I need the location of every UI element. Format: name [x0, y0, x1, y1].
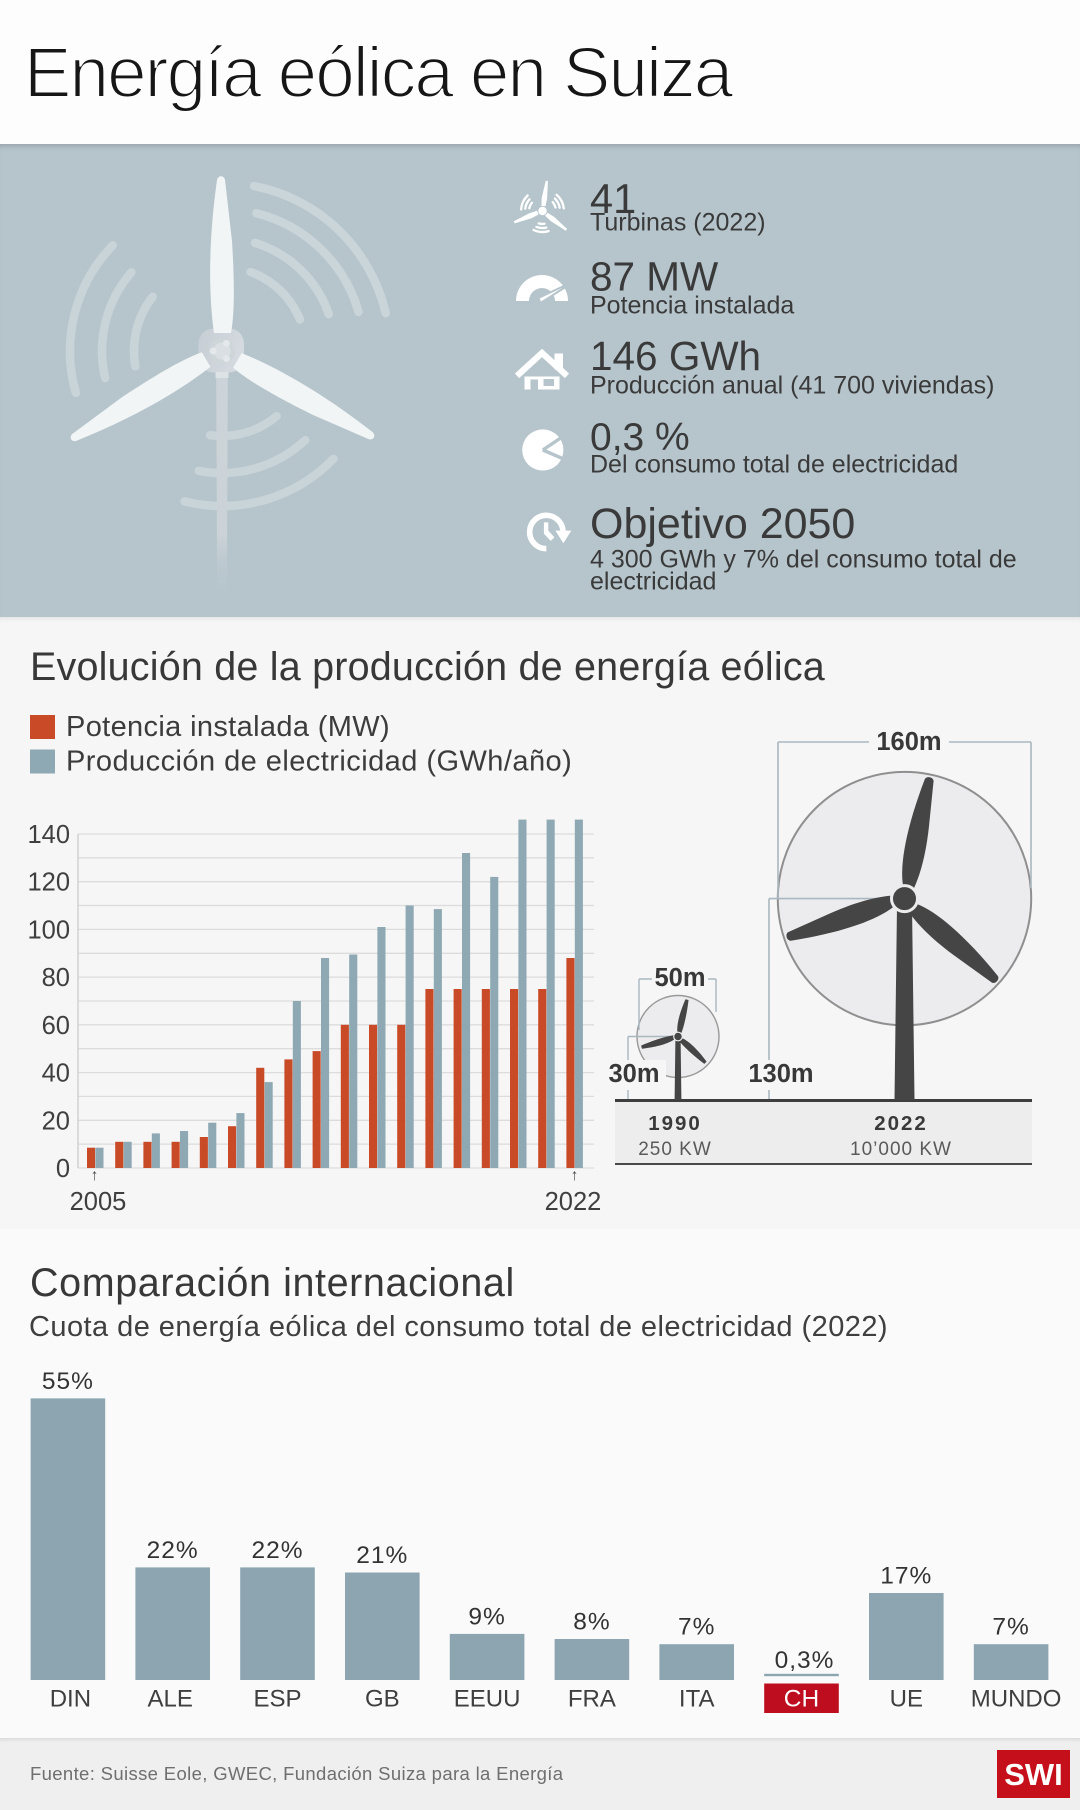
svg-text:Objetivo 2050: Objetivo 2050 [590, 500, 855, 548]
svg-text:17%: 17% [880, 1562, 932, 1589]
svg-text:Cuota de energía eólica del co: Cuota de energía eólica del consumo tota… [29, 1311, 888, 1343]
svg-text:1990: 1990 [648, 1112, 702, 1135]
svg-text:Producción anual (41 700 vivie: Producción anual (41 700 viviendas) [590, 372, 994, 400]
svg-text:50m: 50m [654, 964, 705, 992]
svg-text:FRA: FRA [568, 1686, 616, 1713]
svg-text:Potencia instalada (MW): Potencia instalada (MW) [66, 711, 390, 743]
svg-text:20: 20 [42, 1107, 70, 1135]
svg-text:2022: 2022 [545, 1188, 602, 1216]
svg-text:41: 41 [590, 175, 636, 222]
svg-text:120: 120 [27, 869, 70, 897]
svg-text:2005: 2005 [70, 1188, 127, 1216]
svg-text:40: 40 [42, 1060, 70, 1088]
svg-text:GB: GB [365, 1686, 400, 1713]
svg-text:SWI: SWI [1004, 1757, 1063, 1792]
svg-text:100: 100 [27, 916, 70, 944]
svg-text:130m: 130m [748, 1060, 813, 1088]
svg-text:21%: 21% [356, 1542, 408, 1569]
svg-text:7%: 7% [678, 1614, 715, 1641]
svg-text:22%: 22% [251, 1537, 303, 1564]
svg-text:0,3%: 0,3% [775, 1647, 835, 1674]
svg-text:87 MW: 87 MW [590, 254, 719, 300]
svg-text:Del consumo total de electrici: Del consumo total de electricidad [590, 451, 958, 479]
svg-text:ALE: ALE [148, 1686, 193, 1713]
svg-text:Potencia instalada: Potencia instalada [590, 292, 794, 320]
svg-text:146 GWh: 146 GWh [590, 333, 761, 379]
svg-text:EEUU: EEUU [454, 1686, 521, 1713]
svg-text:ESP: ESP [253, 1686, 301, 1713]
svg-text:Fuente: Suisse Eole, GWEC, Fun: Fuente: Suisse Eole, GWEC, Fundación Sui… [30, 1763, 564, 1784]
svg-text:Evolución de la producción de: Evolución de la producción de energía eó… [30, 645, 825, 689]
svg-text:140: 140 [27, 821, 70, 849]
svg-text:electricidad: electricidad [590, 568, 716, 596]
svg-text:9%: 9% [468, 1603, 505, 1630]
svg-text:250 KW: 250 KW [638, 1139, 712, 1160]
svg-text:55%: 55% [42, 1368, 94, 1395]
svg-text:↑: ↑ [91, 1167, 99, 1184]
svg-text:0,3 %: 0,3 % [590, 416, 690, 459]
svg-text:CH: CH [784, 1686, 819, 1713]
svg-text:80: 80 [42, 964, 70, 992]
svg-text:160m: 160m [876, 728, 941, 756]
svg-text:UE: UE [890, 1686, 923, 1713]
svg-text:Producción de electricidad (GW: Producción de electricidad (GWh/año) [66, 746, 572, 778]
svg-text:4 300 GWh y 7% del consumo tot: 4 300 GWh y 7% del consumo total de [590, 546, 1017, 574]
svg-text:30m: 30m [608, 1060, 659, 1088]
svg-text:7%: 7% [992, 1614, 1029, 1641]
svg-text:MUNDO: MUNDO [971, 1686, 1062, 1713]
svg-text:DIN: DIN [50, 1686, 91, 1713]
svg-text:Comparación internacional: Comparación internacional [30, 1261, 515, 1305]
svg-text:60: 60 [42, 1012, 70, 1040]
svg-text:0: 0 [56, 1155, 70, 1183]
svg-text:2022: 2022 [874, 1112, 928, 1135]
svg-text:Turbinas (2022): Turbinas (2022) [590, 209, 766, 237]
svg-text:↑: ↑ [571, 1167, 579, 1184]
svg-text:8%: 8% [573, 1609, 610, 1636]
svg-text:ITA: ITA [679, 1686, 715, 1713]
svg-text:22%: 22% [147, 1537, 199, 1564]
svg-text:10’000 KW: 10’000 KW [850, 1139, 952, 1160]
